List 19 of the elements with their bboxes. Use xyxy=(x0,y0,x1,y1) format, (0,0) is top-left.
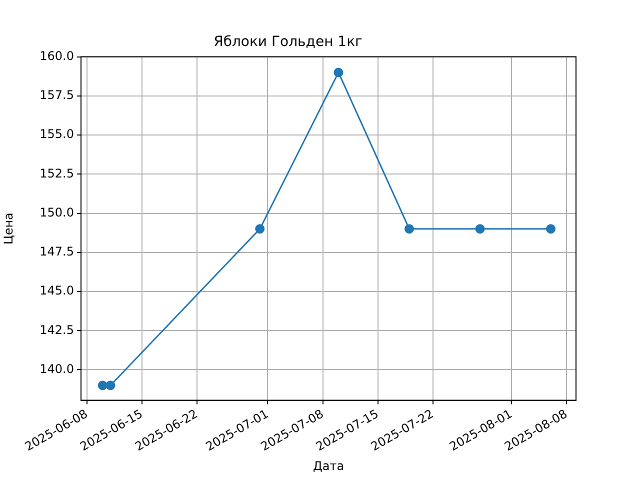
y-tick-label: 140.0 xyxy=(40,362,74,376)
y-tick-label: 147.5 xyxy=(40,244,74,259)
y-tick-label: 152.5 xyxy=(40,166,74,180)
y-tick-label: 160.0 xyxy=(40,48,74,63)
y-tick-label: 145.0 xyxy=(40,284,74,298)
point xyxy=(334,68,344,78)
y-tick-label: 142.5 xyxy=(40,322,74,337)
point xyxy=(106,380,116,390)
y-axis-title: Цена xyxy=(1,212,16,244)
y-tick-label: 155.0 xyxy=(40,127,74,142)
point xyxy=(255,224,265,234)
point xyxy=(546,224,556,234)
y-tick-label: 150.0 xyxy=(40,205,74,220)
point xyxy=(475,224,485,234)
y-tick-label: 157.5 xyxy=(40,88,74,102)
point xyxy=(404,224,414,234)
x-axis-title: Дата xyxy=(312,458,344,473)
point xyxy=(98,380,108,390)
chart-title: Яблоки Гольден 1кг xyxy=(214,34,362,50)
